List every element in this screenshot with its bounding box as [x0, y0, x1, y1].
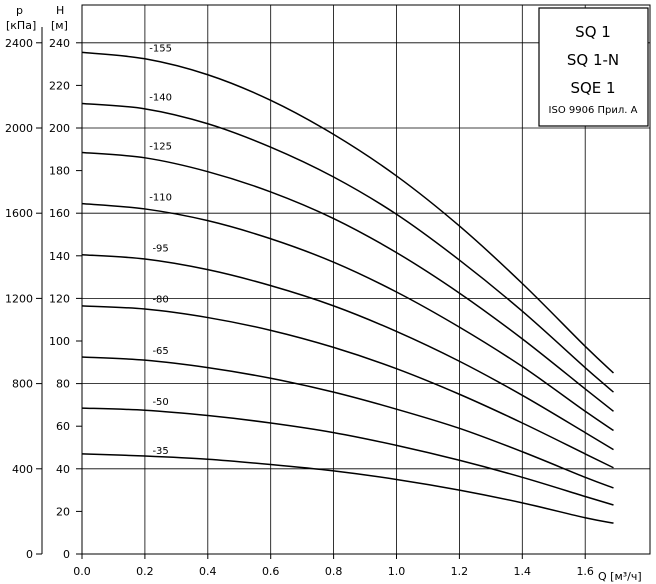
outer-tick-label: 400 — [12, 463, 33, 476]
y-axis-label: H — [56, 4, 64, 17]
y-tick-label: 0 — [63, 548, 70, 561]
legend-box: SQ 1 SQ 1-N SQE 1 ISO 9906 Прил. А — [538, 7, 649, 127]
curve-label: -95 — [152, 244, 168, 255]
outer-tick-label: 1200 — [5, 292, 33, 305]
x-tick-label: 1.4 — [514, 565, 532, 578]
y-tick-label: 240 — [49, 37, 70, 50]
legend-line-1: SQ 1 — [575, 23, 611, 41]
legend-note: ISO 9906 Прил. А — [549, 105, 638, 116]
y-tick-label: 80 — [56, 378, 70, 391]
axes — [36, 4, 651, 559]
curve-label: -155 — [149, 43, 172, 54]
y-tick-label: 220 — [49, 79, 70, 92]
curve-minus-50 — [81, 407, 614, 506]
y-tick-label: 180 — [49, 165, 70, 178]
x-tick-label: 1.6 — [576, 565, 594, 578]
curve-label: -65 — [152, 346, 168, 357]
legend-line-3: SQE 1 — [570, 79, 615, 97]
curve-minus-140 — [81, 102, 614, 393]
curve-label: -125 — [149, 141, 172, 152]
curves: -35 -50 -65 -80 -95 -110 -125 -140 -155 — [81, 43, 615, 524]
curve-minus-95 — [81, 253, 614, 451]
curve-label: -80 — [152, 295, 168, 306]
outer-axis-unit: [кПа] — [6, 19, 36, 32]
y-axis-title: H [м] — [51, 4, 68, 32]
curve-minus-110 — [81, 202, 614, 432]
outer-tick-label: 800 — [12, 378, 33, 391]
outer-tick-label: 0 — [26, 548, 33, 561]
y-tick-label: 40 — [56, 463, 70, 476]
x-axis-label: Q [м³/ч] — [598, 570, 642, 583]
y-tick-label: 20 — [56, 505, 70, 518]
legend-frame — [538, 7, 649, 127]
x-tick-label: 0.8 — [325, 565, 343, 578]
y-tick-label: 200 — [49, 122, 70, 135]
curve-minus-35 — [81, 453, 614, 524]
outer-tick-label: 2400 — [5, 37, 33, 50]
x-tick-label: 0.2 — [136, 565, 154, 578]
y-tick-label: 160 — [49, 207, 70, 220]
x-tick-label: 0.0 — [73, 565, 91, 578]
x-tick-label: 0.6 — [262, 565, 280, 578]
y-tick-label: 60 — [56, 420, 70, 433]
curve-label: -50 — [152, 397, 168, 408]
legend-line-2: SQ 1-N — [567, 51, 619, 69]
y-tick-label: 140 — [49, 250, 70, 263]
y-tick-label: 120 — [49, 292, 70, 305]
outer-tick-label: 1600 — [5, 207, 33, 220]
plot-frame — [81, 4, 651, 555]
x-tick-label: 0.4 — [199, 565, 217, 578]
curve-label: -110 — [149, 192, 172, 203]
outer-tick-label: 2000 — [5, 122, 33, 135]
y-axis-unit: [м] — [51, 19, 68, 32]
tick-labels: 0.0 0.2 0.4 0.6 0.8 1.0 1.2 1.4 1.6 0 20 40 60 80 100 1… — [5, 37, 594, 578]
curve-minus-80 — [81, 305, 614, 469]
curve-minus-65 — [81, 356, 614, 489]
curve-minus-125 — [81, 151, 614, 412]
outer-axis-title: p [кПа] — [6, 4, 36, 32]
x-tick-label: 1.2 — [451, 565, 469, 578]
curve-label: -140 — [149, 92, 172, 103]
curve-label: -35 — [152, 446, 168, 457]
curve-minus-155 — [81, 51, 615, 374]
y-tick-label: 100 — [49, 335, 70, 348]
x-tick-label: 1.0 — [388, 565, 406, 578]
outer-axis-label: p — [16, 4, 23, 17]
